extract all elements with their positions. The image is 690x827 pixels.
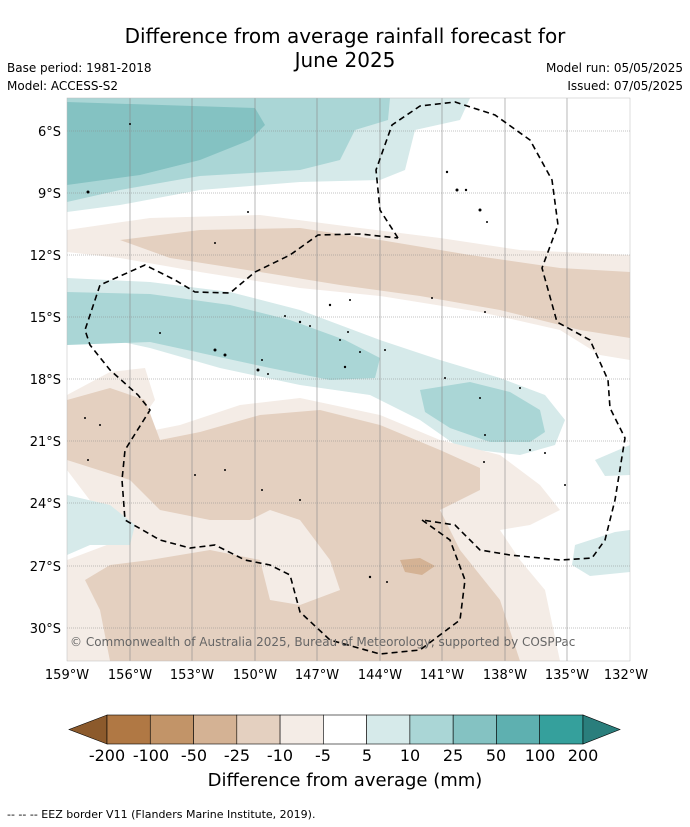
model-run: Model run: 05/05/2025 [545,61,683,75]
wet-patch-east-2 [572,530,630,576]
colorbar-segment [409,714,454,745]
wet-patch-southwest [67,495,135,555]
colorbar-title: Difference from average (mm) [207,770,483,791]
lat-label: 12°S [30,249,61,264]
longitude-labels: 159°W 156°W 153°W 150°W 147°W 144°W 141°… [45,668,648,683]
colorbar-tick: 100 [525,746,556,765]
lat-label: 15°S [30,311,61,326]
lon-label: 144°W [358,668,402,683]
islands [84,123,566,583]
colorbar-tick: 25 [443,746,463,765]
colorbar-tick: -200 [89,746,125,765]
copyright-notice: © Commonwealth of Australia 2025, Bureau… [70,635,575,649]
lat-label: 18°S [30,373,61,388]
wet-band-central-mid [67,292,380,380]
colorbar-ticks: -200 -100 -50 -25 -10 -5 5 10 25 50 100 … [89,746,598,765]
dry-patch-south [400,558,435,575]
colorbar-tick: 50 [486,746,506,765]
base-period: Base period: 1981-2018 [7,61,152,75]
colorbar-tick: 5 [362,746,372,765]
colorbar-tick: 200 [568,746,599,765]
lon-label: 153°W [170,668,214,683]
issued-date: Issued: 07/05/2025 [567,79,683,93]
lon-label: 141°W [420,668,464,683]
lon-label: 138°W [483,668,527,683]
colorbar-segment [106,714,151,745]
colorbar-segment [452,714,497,745]
lon-label: 135°W [545,668,589,683]
colorbar [68,714,621,745]
colorbar-arrow-left [68,714,108,745]
graticule [67,98,630,661]
meta-right: Model run: 05/05/2025 Issued: 07/05/2025 [546,59,683,95]
wet-band-north-inner [67,102,265,185]
lat-label: 27°S [30,560,61,575]
lon-label: 156°W [108,668,152,683]
lon-label: 159°W [45,668,89,683]
dry-band-north-inner [120,228,630,338]
map-area: © Commonwealth of Australia 2025, Bureau… [67,98,630,661]
colorbar-segment [236,714,281,745]
meta-left: Base period: 1981-2018 Model: ACCESS-S2 [7,59,152,95]
lat-label: 21°S [30,435,61,450]
map-title: Difference from average rainfall forecas… [0,24,690,72]
colorbar-tick: 10 [400,746,420,765]
wet-patch-east-1 [595,445,630,476]
dry-area-south-inner [67,388,520,661]
title-line-1: Difference from average rainfall forecas… [124,24,566,48]
colorbar-tick: -25 [224,746,250,765]
model-name: Model: ACCESS-S2 [7,79,119,93]
eez-footnote: -- -- -- EEZ border V11 (Flanders Marine… [7,808,316,821]
latitude-labels: 6°S 9°S 12°S 15°S 18°S 21°S 24°S 27°S 30… [30,125,61,637]
colorbar-segment [539,714,584,745]
lat-label: 24°S [30,497,61,512]
lat-label: 30°S [30,622,61,637]
colorbar-segment [193,714,238,745]
wet-band-east-mid [420,382,545,442]
colorbar-segment [279,714,324,745]
lon-label: 147°W [295,668,339,683]
lon-label: 150°W [233,668,277,683]
colorbar-segment [366,714,411,745]
colorbar-tick: -5 [315,746,331,765]
eez-border [84,101,626,655]
colorbar-arrow-right [582,714,621,745]
colorbar-segment [496,714,540,745]
lat-label: 6°S [38,125,61,140]
lat-label: 9°S [38,187,61,202]
lon-label: 132°W [604,668,648,683]
colorbar-tick: -100 [133,746,169,765]
title-line-2: June 2025 [294,48,396,72]
colorbar-segment [323,714,367,745]
colorbar-tick: -50 [181,746,207,765]
colorbar-segment [149,714,194,745]
colorbar-tick: -10 [267,746,293,765]
